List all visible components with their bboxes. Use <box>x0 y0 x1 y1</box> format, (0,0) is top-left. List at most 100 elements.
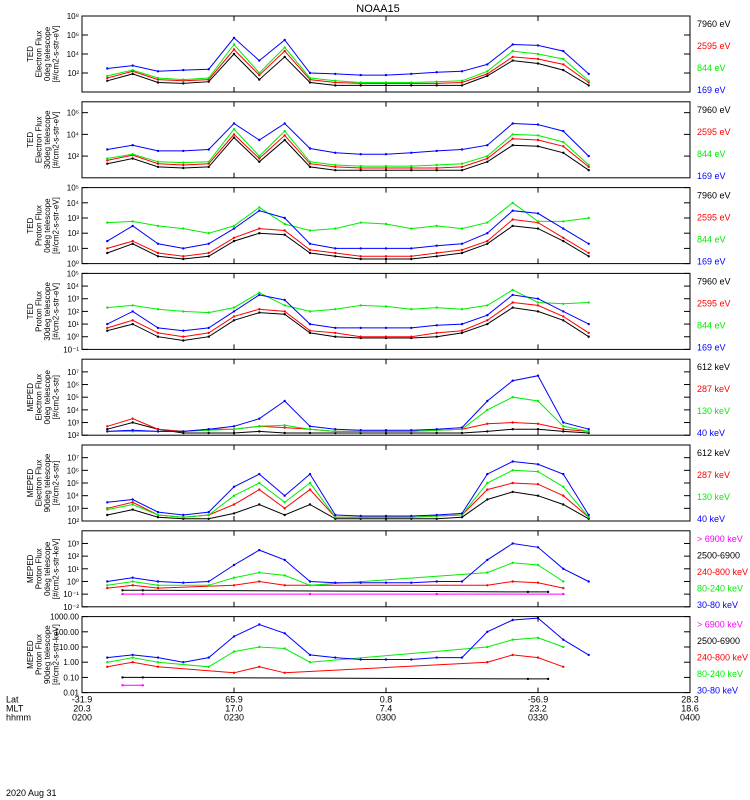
data-point-4-3-7 <box>258 291 261 294</box>
data-point-3-4-10 <box>334 247 337 250</box>
data-point-8-2-1 <box>121 676 124 679</box>
data-point-7-1-2 <box>141 592 144 596</box>
data-point-4-2-14 <box>435 331 438 335</box>
data-point-2-2-18 <box>536 138 540 142</box>
series-line-3-4 <box>107 210 589 249</box>
series-line-7-2 <box>122 589 549 593</box>
data-point-4-4-16 <box>486 314 489 317</box>
y-tick-label: 10² <box>67 307 79 316</box>
series-line-2-1 <box>107 136 589 171</box>
data-point-8-5-14 <box>435 656 438 659</box>
data-point-2-3-6 <box>232 128 236 131</box>
series-line-6-1 <box>107 491 589 520</box>
data-point-7-3-2 <box>131 584 134 587</box>
data-point-2-4-1 <box>106 148 109 151</box>
data-point-8-1-2 <box>141 684 144 687</box>
legend-entry: 240-800 keV <box>697 567 748 577</box>
data-point-2-4-11 <box>359 153 362 156</box>
data-point-1-4-15 <box>460 70 464 73</box>
panel-series-group <box>106 460 590 520</box>
y-axis-label-line: Electron Flux <box>35 31 44 78</box>
data-point-6-3-20 <box>587 516 590 519</box>
data-point-1-2-8 <box>283 49 286 53</box>
data-point-7-2-3 <box>526 590 530 594</box>
data-point-6-4-3 <box>156 510 160 514</box>
data-point-4-3-9 <box>308 310 312 313</box>
data-point-4-2-17 <box>511 301 514 304</box>
data-point-3-2-10 <box>334 251 337 255</box>
data-point-6-3-2 <box>131 503 134 506</box>
y-axis-label-line: [#/cm2-s-str-eV] <box>52 283 61 340</box>
data-point-7-4-8 <box>308 584 312 587</box>
data-point-3-4-1 <box>106 239 109 243</box>
data-point-2-2-6 <box>232 133 236 136</box>
data-point-7-4-5 <box>232 576 236 579</box>
data-point-7-5-10 <box>334 581 337 584</box>
data-point-3-2-15 <box>460 248 464 252</box>
data-point-5-3-20 <box>587 430 590 433</box>
data-point-2-2-19 <box>562 145 565 148</box>
x-tick-label-lat: -31.9 <box>72 695 93 705</box>
data-point-4-1-9 <box>308 331 312 335</box>
data-point-4-3-16 <box>486 304 489 307</box>
data-point-2-4-20 <box>587 154 590 158</box>
data-point-4-4-9 <box>308 322 312 326</box>
legend-entry: 612 keV <box>697 362 730 372</box>
y-axis-label-line: Proton Flux <box>35 291 44 332</box>
data-point-2-3-20 <box>587 163 590 167</box>
data-point-7-3-7 <box>486 584 489 587</box>
data-point-3-1-10 <box>334 255 337 258</box>
series-line-5-4 <box>107 375 589 432</box>
data-point-3-2-5 <box>207 251 210 255</box>
date-label: 2020 Aug 31 <box>6 788 57 798</box>
data-point-2-1-11 <box>359 169 362 172</box>
data-point-7-5-4 <box>182 581 185 584</box>
y-tick-label: 10.00 <box>59 643 80 652</box>
data-point-3-3-8 <box>283 222 286 226</box>
panel-6: 10² 10³ 10⁴ 10⁵ 10⁶ 10⁷ MEPEDElectron Flux90de… <box>26 444 730 526</box>
panel-frame <box>81 187 691 265</box>
data-point-8-4-6 <box>258 645 261 649</box>
data-point-3-3-13 <box>410 227 413 230</box>
data-point-1-3-10 <box>334 79 337 83</box>
data-point-2-4-13 <box>410 151 413 154</box>
legend-entry: 40 keV <box>697 514 725 524</box>
data-point-8-5-12 <box>384 658 388 661</box>
data-point-1-2-14 <box>435 82 438 85</box>
data-point-7-2-4 <box>546 590 550 594</box>
y-axis-label-line: TED <box>26 303 35 319</box>
data-point-1-4-8 <box>283 38 286 42</box>
x-tick-label-mlt: 23.2 <box>529 704 547 714</box>
data-point-5-4-14 <box>435 428 438 431</box>
data-point-1-1-12 <box>384 84 388 87</box>
data-point-1-3-6 <box>232 43 236 46</box>
data-point-3-1-15 <box>460 251 464 255</box>
data-point-3-4-15 <box>460 242 464 245</box>
data-point-8-4-1 <box>106 661 109 664</box>
data-point-3-3-18 <box>536 220 540 223</box>
x-tick-label-mlt: 20.3 <box>73 704 91 714</box>
data-point-8-3-5 <box>258 665 261 668</box>
data-point-7-1-3 <box>308 592 312 596</box>
data-point-3-3-9 <box>308 229 312 232</box>
data-point-2-4-4 <box>182 149 185 153</box>
data-point-8-5-3 <box>156 656 160 659</box>
x-tick-label-lat: 65.9 <box>225 695 243 705</box>
data-point-7-5-9 <box>308 580 312 583</box>
data-point-1-1-13 <box>410 84 413 87</box>
legend-entry: 287 keV <box>697 384 730 394</box>
data-point-4-3-6 <box>232 306 236 309</box>
panel-series-group <box>106 36 590 87</box>
y-axis-label-line: 90deg telescope <box>43 453 52 512</box>
data-point-8-5-8 <box>283 632 286 635</box>
data-point-4-3-15 <box>460 308 464 311</box>
data-point-3-1-13 <box>410 257 413 261</box>
data-point-2-3-9 <box>308 160 312 163</box>
legend-entry: 844 eV <box>697 320 726 330</box>
y-tick-label: 10⁴ <box>67 492 80 501</box>
data-point-3-3-12 <box>384 222 388 226</box>
y-tick-label: 10¹ <box>67 244 79 253</box>
data-point-8-5-10 <box>334 656 337 659</box>
data-point-5-2-19 <box>562 428 565 431</box>
data-point-1-4-19 <box>562 49 565 53</box>
